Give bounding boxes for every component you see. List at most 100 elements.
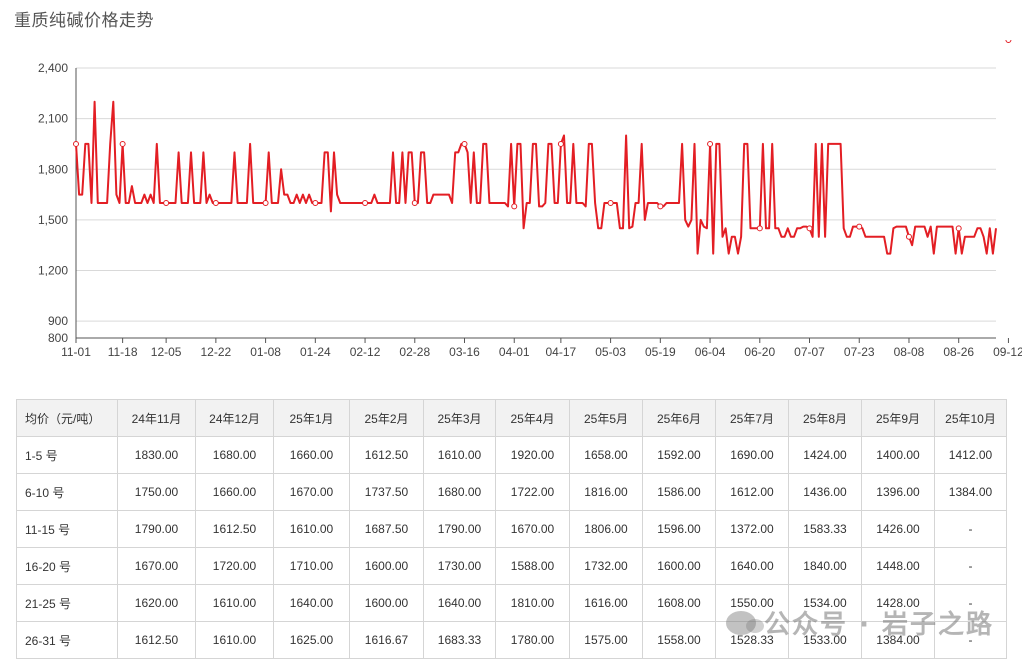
x-tick-label: 02-12 [350,345,381,359]
y-tick-label: 2,400 [38,61,68,75]
price-cell: 1612.50 [195,510,274,548]
price-cell: 1750.00 [117,473,196,511]
price-cell: 1616.00 [569,584,643,622]
data-point [411,200,418,206]
data-point [856,223,863,230]
price-cell: - [934,584,1007,622]
price-cell: 1612.00 [715,473,789,511]
price-cell: - [934,510,1007,548]
price-cell: 1384.00 [861,621,935,659]
price-cell: 1610.00 [423,436,496,474]
price-cell: 1558.00 [642,621,716,659]
data-point [657,203,664,210]
x-tick-label: 01-24 [300,345,331,359]
price-cell: 1596.00 [642,510,716,548]
price-cell: 1920.00 [495,436,570,474]
data-point [119,140,126,147]
row-label: 21-25 号 [16,584,118,622]
price-table: 均价（元/吨） 24年11月 24年12月 25年1月 25年2月 25年3月 25年4月 2… [16,399,1007,659]
price-cell: - [934,547,1007,585]
price-cell: 1790.00 [423,510,496,548]
price-cell: 1583.33 [788,510,862,548]
price-cell: 1640.00 [273,584,350,622]
price-cell: 1588.00 [495,547,570,585]
x-tick-label: 03-16 [449,345,480,359]
price-cell: 1586.00 [642,473,716,511]
price-cell: 1600.00 [642,547,716,585]
table-row: 11-15 号 1790.00 1612.50 1610.00 1687.50 1790.… [16,510,1007,548]
price-cell: 1660.00 [195,473,274,511]
price-cell: 1610.00 [273,510,350,548]
data-point [557,140,564,147]
column-header-month: 25年2月 [349,399,424,437]
price-cell: 1575.00 [569,621,643,659]
column-header-month: 25年1月 [273,399,350,437]
price-cell: 1810.00 [495,584,570,622]
chart-title: 重质纯碱价格走势 [14,11,154,31]
column-header-month: 24年12月 [195,399,274,437]
price-cell: 1816.00 [569,473,643,511]
price-cell: 1722.00 [495,473,570,511]
price-cell: 1670.00 [273,473,350,511]
y-tick-label: 1,500 [38,213,68,227]
x-tick-label: 12-22 [201,345,232,359]
column-header-month: 25年8月 [788,399,862,437]
data-point [607,200,614,206]
data-point [212,200,219,206]
x-tick-label: 06-20 [744,345,775,359]
row-label: 6-10 号 [16,473,118,511]
x-tick-label: 05-19 [645,345,676,359]
y-tick-label: 2,100 [38,112,68,126]
column-header-month: 25年5月 [569,399,643,437]
y-tick-label: 1,200 [38,264,68,278]
price-cell: 1690.00 [715,436,789,474]
price-cell: 1670.00 [117,547,196,585]
column-header-month: 25年9月 [861,399,935,437]
table-row: 6-10 号 1750.00 1660.00 1670.00 1737.50 1680.0… [16,473,1007,511]
watermark: 公众号 · 岩子之路 [726,604,994,641]
data-point [73,140,79,147]
price-cell: 1730.00 [423,547,496,585]
price-cell: 1830.00 [117,436,196,474]
price-cell: 1625.00 [273,621,350,659]
x-tick-label: 01-08 [250,345,281,359]
price-cell: 1660.00 [273,436,350,474]
x-tick-label: 07-23 [844,345,875,359]
data-point [1005,40,1012,43]
price-cell: 1533.00 [788,621,862,659]
x-tick-label: 11-01 [61,345,91,359]
price-cell: 1448.00 [861,547,935,585]
table-row: 16-20 号 1670.00 1720.00 1710.00 1600.00 1730.… [16,547,1007,585]
price-cell: 1610.00 [195,584,274,622]
column-header-month: 25年4月 [495,399,570,437]
price-cell: 1616.67 [349,621,424,659]
price-cell: 1680.00 [195,436,274,474]
x-tick-label: 05-03 [595,345,626,359]
price-cell: 1436.00 [788,473,862,511]
x-tick-label: 06-04 [695,345,726,359]
price-series-line [75,100,997,255]
data-point [163,200,170,206]
data-point [905,233,912,240]
price-cell: 1372.00 [715,510,789,548]
data-point [955,225,962,232]
price-cell: 1670.00 [495,510,570,548]
x-tick-label: 04-17 [546,345,577,359]
wechat-icon [726,610,765,635]
price-cell: 1732.00 [569,547,643,585]
data-point [806,225,813,232]
price-cell: 1737.50 [349,473,424,511]
data-point [262,200,269,206]
column-header-month: 24年11月 [117,399,196,437]
x-tick-label: 07-07 [794,345,825,359]
data-point [362,200,369,206]
price-cell: 1400.00 [861,436,935,474]
data-point [756,225,763,232]
column-header-month: 25年7月 [715,399,789,437]
price-cell: 1720.00 [195,547,274,585]
price-cell: 1790.00 [117,510,196,548]
price-cell: 1396.00 [861,473,935,511]
x-tick-label: 12-05 [151,345,182,359]
price-cell: 1592.00 [642,436,716,474]
y-tick-label: 800 [48,331,68,345]
